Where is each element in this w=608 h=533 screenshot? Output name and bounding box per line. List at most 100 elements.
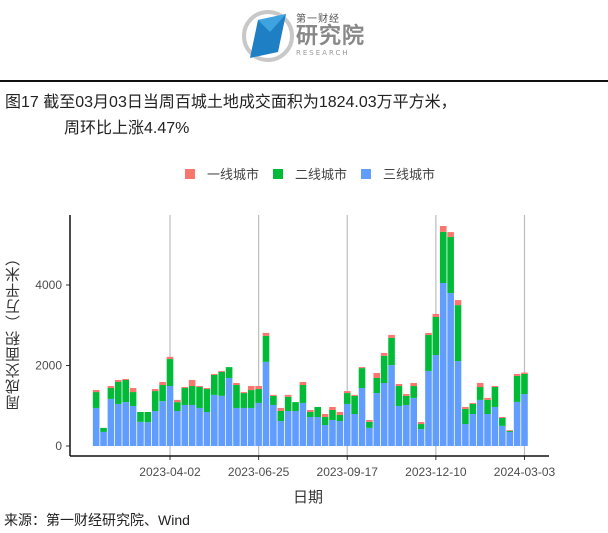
bar-stack bbox=[307, 409, 314, 446]
bar-segment bbox=[521, 372, 528, 374]
bar-segment bbox=[321, 425, 329, 446]
bar-stack bbox=[122, 378, 129, 446]
bar-segment bbox=[307, 411, 314, 418]
bar-segment bbox=[521, 373, 528, 395]
bar-segment bbox=[203, 388, 211, 390]
bar-stack bbox=[115, 379, 122, 446]
bar-segment bbox=[329, 420, 336, 446]
bar-segment bbox=[454, 361, 462, 446]
bar-segment bbox=[151, 391, 159, 411]
bar-segment bbox=[255, 389, 262, 403]
bar-segment bbox=[262, 335, 270, 362]
bar-segment bbox=[100, 431, 107, 446]
legend-label-tier3: 三线城市 bbox=[383, 168, 436, 183]
bar-segment bbox=[388, 337, 395, 366]
bar-segment bbox=[299, 385, 307, 403]
bar-segment bbox=[188, 404, 196, 446]
bar-segment bbox=[122, 402, 129, 446]
bar-segment bbox=[351, 414, 358, 446]
bar-segment bbox=[366, 420, 373, 422]
bar-segment bbox=[417, 422, 425, 425]
bar-segment bbox=[218, 371, 225, 396]
bar-segment bbox=[240, 393, 248, 408]
bar-segment bbox=[417, 424, 425, 430]
bar-stack bbox=[395, 384, 403, 446]
bar-segment bbox=[403, 394, 410, 396]
bar-segment bbox=[166, 356, 174, 360]
bar-segment bbox=[188, 386, 196, 405]
bar-segment bbox=[425, 334, 432, 371]
bar-segment bbox=[92, 392, 100, 408]
bar-stack bbox=[321, 414, 329, 446]
logo-english-text: RESEARCH bbox=[296, 49, 350, 57]
bar-segment bbox=[499, 417, 506, 419]
blue-diamond-logo-icon bbox=[242, 10, 294, 62]
x-tick-label: 2023-06-25 bbox=[228, 465, 290, 479]
legend-label-tier1: 一线城市 bbox=[207, 168, 260, 183]
bar-stack bbox=[469, 402, 477, 446]
bar-segment bbox=[174, 410, 181, 446]
bar-segment bbox=[307, 417, 314, 446]
bar-segment bbox=[181, 388, 189, 405]
bar-segment bbox=[277, 407, 285, 411]
bar-stack bbox=[137, 411, 144, 446]
bar-segment bbox=[432, 355, 440, 446]
bar-segment bbox=[491, 406, 499, 446]
bar-stack bbox=[270, 394, 277, 446]
bar-segment bbox=[447, 232, 454, 237]
bar-stack bbox=[380, 353, 388, 446]
bar-stack bbox=[373, 372, 381, 446]
bar-segment bbox=[484, 414, 491, 446]
bar-segment bbox=[122, 378, 129, 380]
bar-segment bbox=[373, 372, 381, 378]
bar-segment bbox=[454, 300, 462, 306]
bar-segment bbox=[454, 305, 462, 362]
bar-segment bbox=[107, 386, 115, 389]
figure-title-line1: 图17 截至03月03日当周百城土地成交面积为1824.03万平方米， bbox=[5, 94, 457, 111]
bar-segment bbox=[299, 382, 307, 386]
bar-stack bbox=[314, 406, 321, 446]
bar-stack bbox=[462, 406, 469, 446]
bar-segment bbox=[336, 421, 344, 447]
bar-segment bbox=[336, 415, 344, 422]
bar-segment bbox=[513, 373, 521, 376]
bar-segment bbox=[425, 332, 432, 335]
bar-stack bbox=[262, 332, 270, 446]
bar-segment bbox=[247, 407, 255, 446]
bar-segment bbox=[211, 374, 218, 395]
bar-segment bbox=[506, 430, 514, 432]
bar-segment bbox=[321, 417, 329, 426]
y-axis-title: 周成交面积（万平米） bbox=[4, 250, 22, 410]
bar-segment bbox=[410, 397, 418, 446]
bar-stack bbox=[358, 367, 366, 446]
bar-segment bbox=[247, 386, 255, 391]
bar-segment bbox=[462, 406, 469, 409]
bar-segment bbox=[159, 385, 166, 402]
bar-stack bbox=[225, 367, 233, 446]
x-tick-label: 2024-03-03 bbox=[494, 465, 556, 479]
bar-segment bbox=[144, 422, 152, 446]
chart-axes: 2023-04-02 2023-06-25 2023-09-17 2023-12-10… bbox=[35, 215, 555, 479]
bar-stack bbox=[129, 388, 137, 446]
bar-segment bbox=[484, 399, 491, 414]
bar-stack bbox=[336, 411, 344, 447]
bar-stack bbox=[159, 382, 166, 446]
bar-segment bbox=[329, 409, 336, 421]
bar-stack bbox=[92, 390, 100, 446]
bar-segment bbox=[476, 399, 484, 446]
bar-segment bbox=[188, 379, 196, 387]
bar-segment bbox=[439, 226, 447, 232]
bar-segment bbox=[137, 411, 144, 422]
bar-stack bbox=[188, 379, 196, 446]
bar-stack bbox=[181, 387, 189, 446]
bar-stack bbox=[100, 427, 107, 446]
bar-stack bbox=[218, 370, 225, 446]
bar-segment bbox=[476, 387, 484, 400]
bar-segment bbox=[484, 397, 491, 400]
bar-stack bbox=[203, 388, 211, 446]
bar-segment bbox=[255, 402, 262, 446]
bar-segment bbox=[122, 379, 129, 403]
figure-title-line2: 周环比上涨4.47% bbox=[64, 120, 190, 137]
bar-segment bbox=[358, 367, 366, 369]
legend-swatch-tier3 bbox=[361, 168, 372, 179]
